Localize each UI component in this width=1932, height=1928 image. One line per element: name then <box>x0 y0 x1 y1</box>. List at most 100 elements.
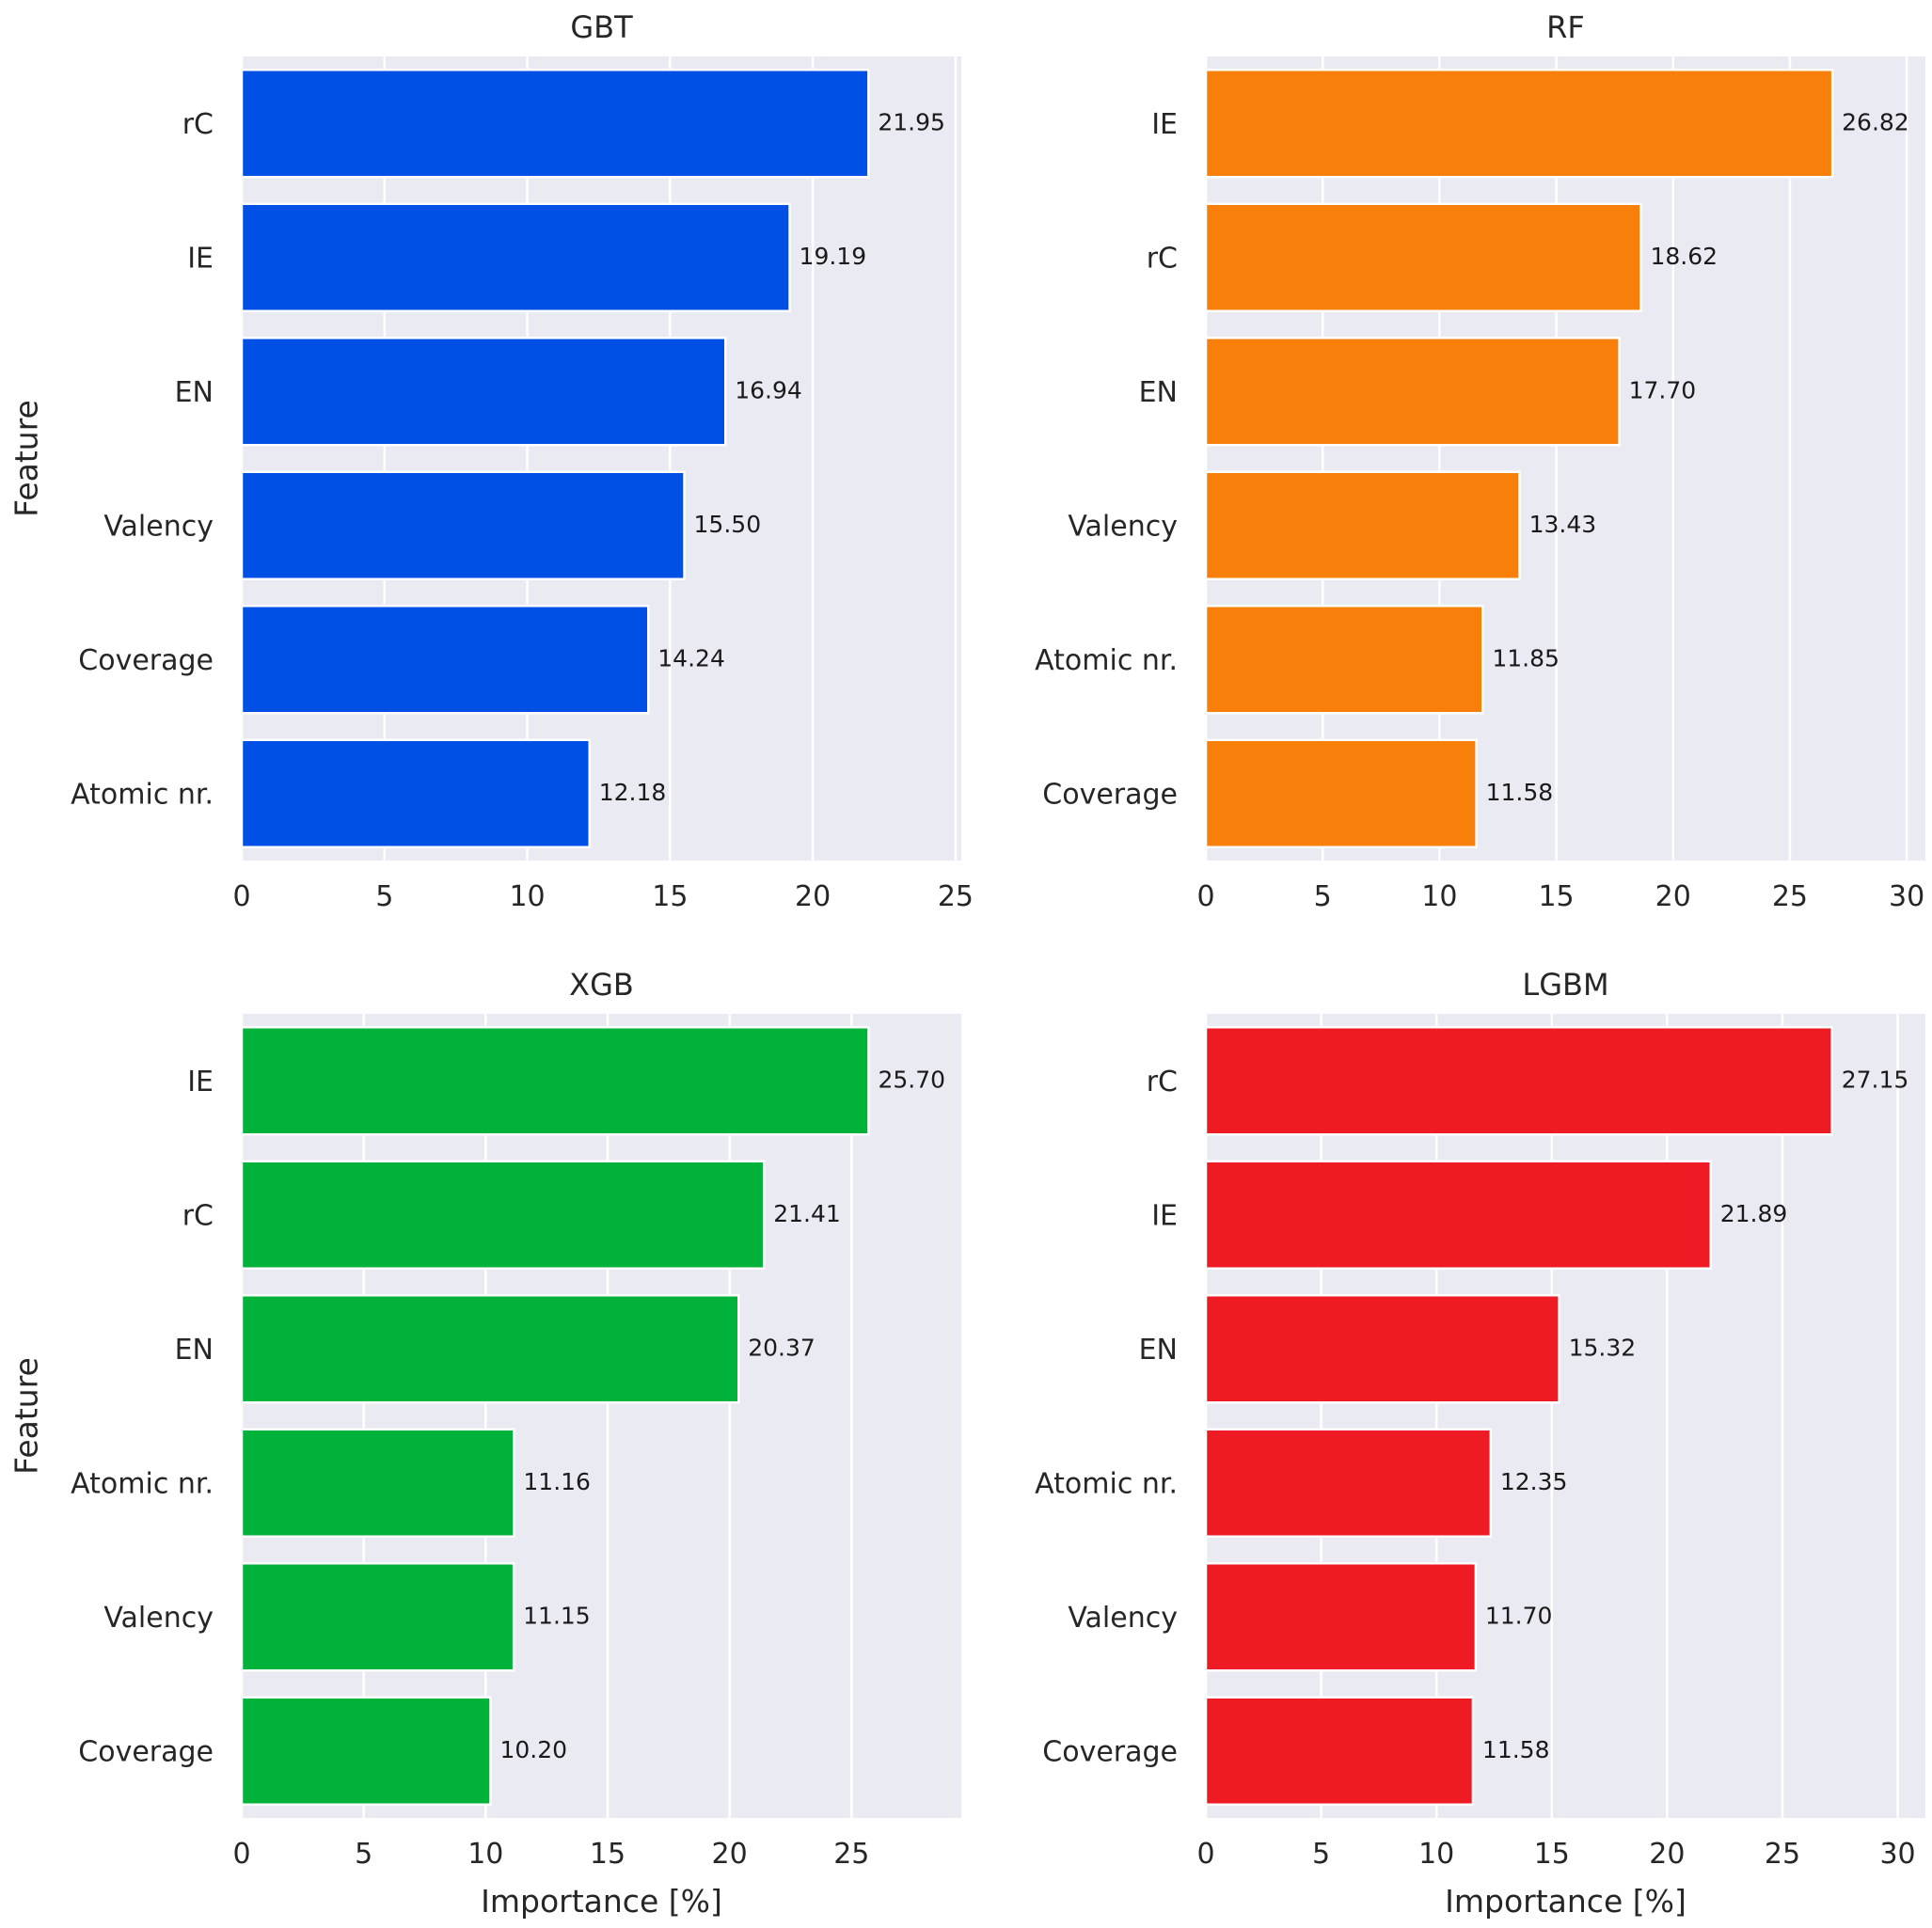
chart3-xtick-label-3: 15 <box>1534 1838 1570 1871</box>
chart1-category-label-3: Valency <box>1068 510 1178 543</box>
chart1-xtick-label-1: 5 <box>1314 880 1332 913</box>
chart3-bar-3 <box>1204 1428 1493 1538</box>
chart3-category-label-1: IE <box>1151 1199 1178 1232</box>
chart3-data-label-1: 21.89 <box>1720 1200 1788 1227</box>
chart0-xtick-label-1: 5 <box>375 880 393 913</box>
chart3-plot-background <box>1206 1014 1925 1818</box>
chart3-bar-2 <box>1204 1294 1560 1404</box>
chart2-xtick-label-2: 10 <box>467 1838 503 1871</box>
chart2-title: XGB <box>569 967 634 1003</box>
chart1-xtick-label-2: 10 <box>1421 880 1457 913</box>
chart3-xtick-label-4: 20 <box>1649 1838 1685 1871</box>
chart0-category-label-0: rC <box>182 108 214 141</box>
chart0-xtick-label-2: 10 <box>509 880 545 913</box>
chart1-data-label-4: 11.85 <box>1492 644 1560 672</box>
chart3-category-label-3: Atomic nr. <box>1035 1467 1178 1500</box>
chart2-category-label-5: Coverage <box>78 1735 214 1768</box>
chart2-bar-2 <box>240 1294 740 1404</box>
chart0-y-axis-label: Feature <box>8 400 45 517</box>
chart1-xtick-label-3: 15 <box>1538 880 1574 913</box>
chart1-panel: 26.82 IE 18.62 rC 17.70 EN 13.43 Valency 11.85 At… <box>1035 9 1925 913</box>
chart0-data-label-4: 14.24 <box>657 644 725 672</box>
chart2-xtick-label-3: 15 <box>590 1838 626 1871</box>
chart0-data-label-0: 21.95 <box>878 108 945 135</box>
chart2-data-label-0: 25.70 <box>878 1066 945 1093</box>
chart2-panel: 25.70 IE 21.41 rC 20.37 EN 11.16 Atomic nr. 11.1… <box>8 967 961 1920</box>
chart3-bar-4 <box>1204 1562 1478 1672</box>
chart1-xtick-label-5: 25 <box>1772 880 1808 913</box>
chart2-bar-1 <box>240 1160 766 1270</box>
chart2-xtick-label-0: 0 <box>232 1838 250 1871</box>
chart3-category-label-4: Valency <box>1068 1602 1178 1635</box>
chart1-data-label-5: 11.58 <box>1486 779 1554 806</box>
chart0-bar-5 <box>240 738 591 848</box>
chart2-xtick-label-5: 25 <box>833 1838 869 1871</box>
chart0-bar-1 <box>240 202 791 312</box>
chart1-data-label-0: 26.82 <box>1842 108 1909 135</box>
chart1-plot-background <box>1206 56 1925 861</box>
chart0-title: GBT <box>570 9 633 45</box>
chart2-data-label-4: 11.15 <box>523 1602 591 1629</box>
chart2-category-label-2: EN <box>175 1334 214 1367</box>
chart2-plot-background <box>242 1014 961 1818</box>
chart0-bar-0 <box>240 69 870 179</box>
chart0-plot-background <box>242 56 961 861</box>
chart0-data-label-5: 12.18 <box>599 779 667 806</box>
chart0-category-label-4: Coverage <box>78 644 214 677</box>
chart0-xtick-label-5: 25 <box>938 880 974 913</box>
chart1-category-label-5: Coverage <box>1042 778 1178 811</box>
chart0-data-label-1: 19.19 <box>800 243 867 270</box>
chart1-xtick-label-0: 0 <box>1196 880 1214 913</box>
chart1-bar-5 <box>1204 738 1478 848</box>
chart3-x-axis-label: Importance [%] <box>1445 1883 1687 1920</box>
chart3-title: LGBM <box>1522 967 1608 1003</box>
chart0-bar-3 <box>240 470 686 580</box>
chart3-bar-1 <box>1204 1160 1712 1270</box>
chart0-xtick-label-4: 20 <box>795 880 831 913</box>
chart1-xtick-label-6: 30 <box>1889 880 1924 913</box>
chart1-bar-1 <box>1204 202 1642 312</box>
chart2-y-axis-label: Feature <box>8 1357 45 1475</box>
chart0-xtick-label-0: 0 <box>232 880 250 913</box>
chart1-bar-3 <box>1204 470 1521 580</box>
chart1-title: RF <box>1546 9 1585 45</box>
chart0-category-label-3: Valency <box>103 510 214 543</box>
chart2-data-label-5: 10.20 <box>500 1736 568 1763</box>
chart3-category-label-2: EN <box>1139 1334 1178 1367</box>
chart1-data-label-3: 13.43 <box>1529 511 1597 538</box>
chart2-bar-0 <box>240 1026 870 1136</box>
chart3-bar-0 <box>1204 1026 1833 1136</box>
chart3-data-label-3: 12.35 <box>1500 1468 1568 1495</box>
chart3-category-label-5: Coverage <box>1042 1735 1178 1768</box>
chart2-bar-5 <box>240 1696 492 1806</box>
chart2-x-axis-label: Importance [%] <box>481 1883 722 1920</box>
chart1-bar-0 <box>1204 69 1834 179</box>
chart3-xtick-label-0: 0 <box>1196 1838 1214 1871</box>
chart3-category-label-0: rC <box>1147 1066 1178 1098</box>
chart0-data-label-2: 16.94 <box>735 376 802 403</box>
chart0-category-label-1: IE <box>187 242 214 275</box>
chart1-bar-4 <box>1204 605 1484 715</box>
chart3-xtick-label-6: 30 <box>1879 1838 1915 1871</box>
chart3-data-label-5: 11.58 <box>1482 1736 1550 1763</box>
chart1-data-label-1: 18.62 <box>1650 243 1718 270</box>
chart1-bar-2 <box>1204 337 1621 447</box>
chart2-category-label-4: Valency <box>103 1602 214 1635</box>
chart0-category-label-2: EN <box>175 376 214 409</box>
chart1-xtick-label-4: 20 <box>1655 880 1691 913</box>
chart2-category-label-0: IE <box>187 1066 214 1098</box>
chart1-category-label-1: rC <box>1147 242 1178 275</box>
chart3-data-label-2: 15.32 <box>1569 1334 1637 1361</box>
chart1-category-label-2: EN <box>1139 376 1178 409</box>
chart2-xtick-label-4: 20 <box>712 1838 748 1871</box>
chart0-data-label-3: 15.50 <box>694 511 762 538</box>
chart3-bar-5 <box>1204 1696 1475 1806</box>
chart0-category-label-5: Atomic nr. <box>71 778 214 811</box>
chart0-bar-4 <box>240 605 650 715</box>
chart3-data-label-4: 11.70 <box>1485 1602 1553 1629</box>
chart3-xtick-label-1: 5 <box>1312 1838 1330 1871</box>
chart1-category-label-4: Atomic nr. <box>1035 644 1178 677</box>
chart2-xtick-label-1: 5 <box>355 1838 372 1871</box>
chart1-data-label-2: 17.70 <box>1629 376 1697 403</box>
